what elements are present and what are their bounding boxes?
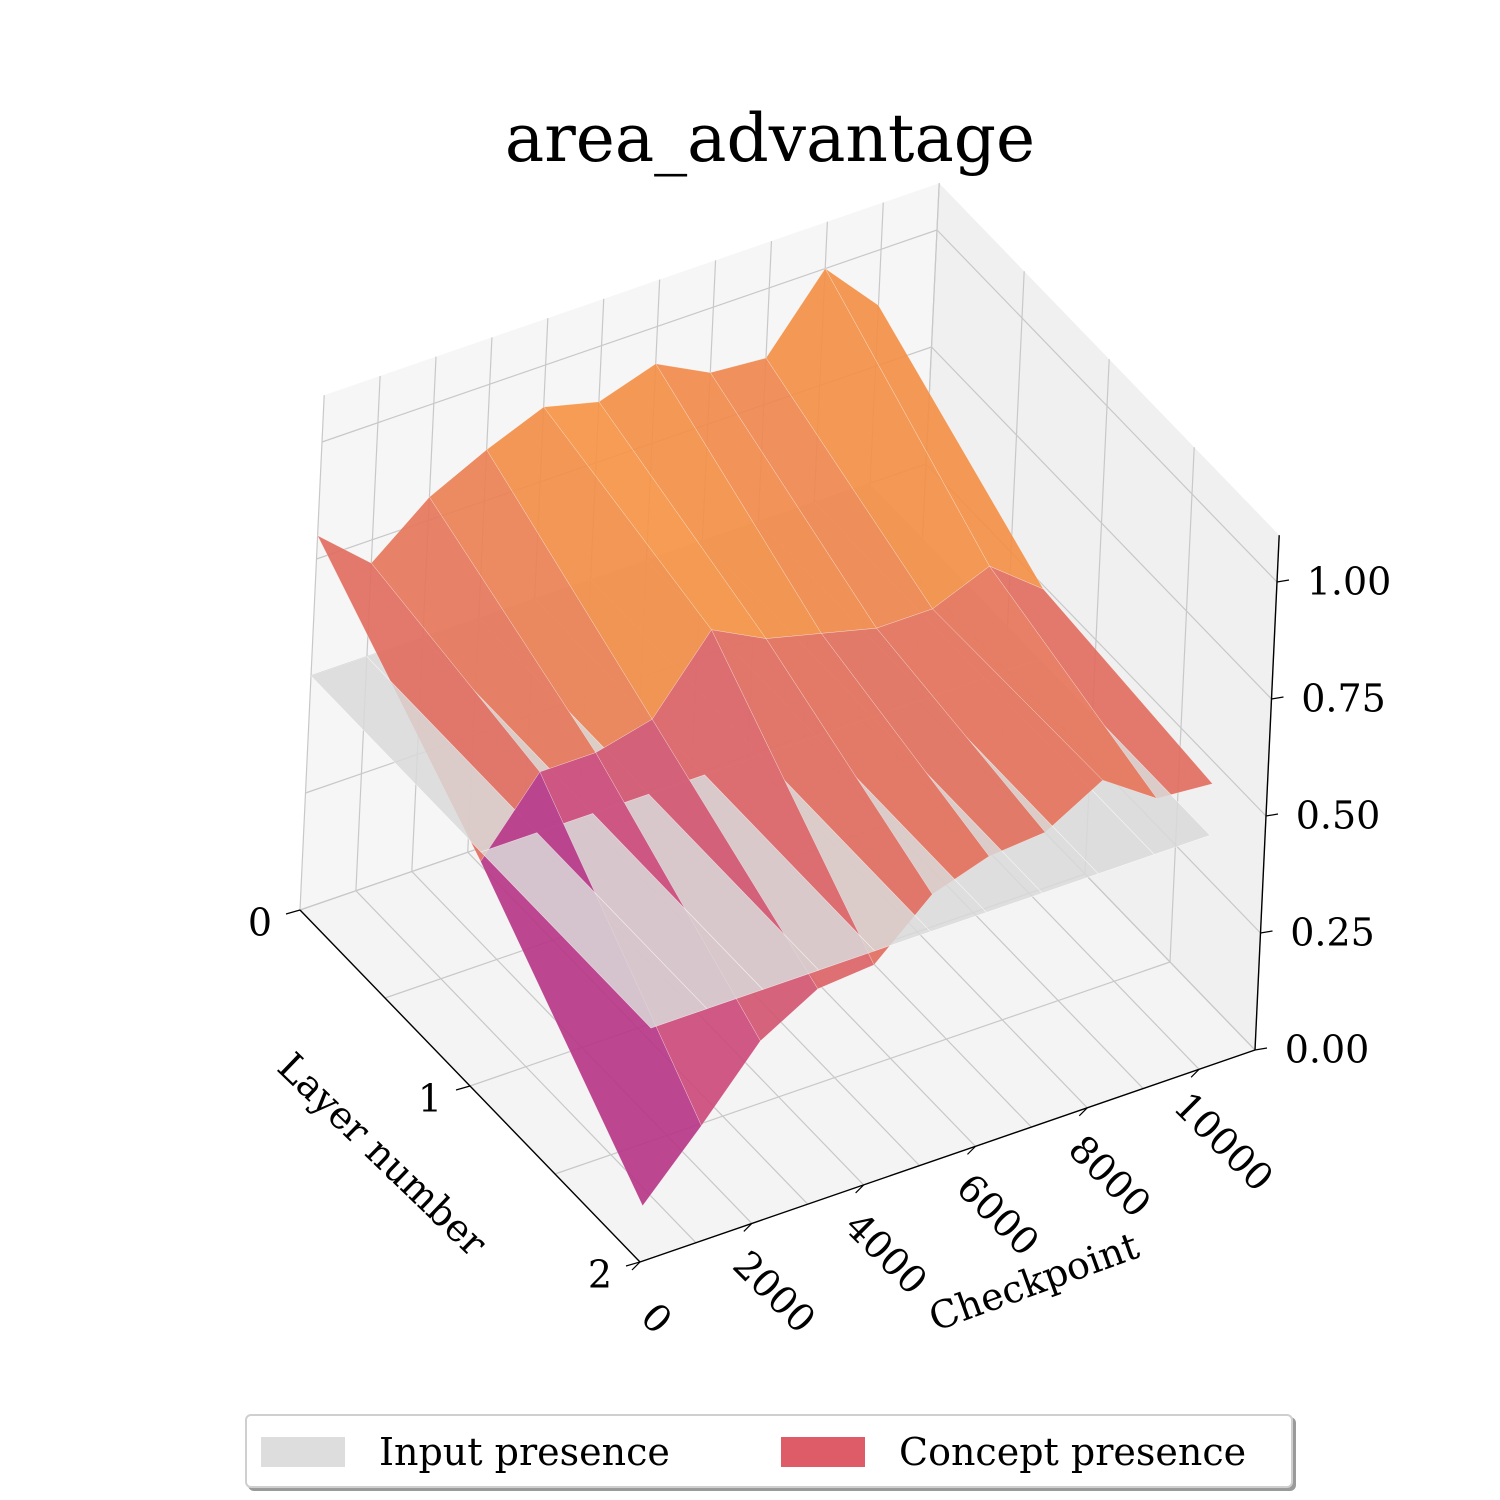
x-tick-mark: [1078, 1107, 1088, 1117]
z-tick-label: 0.25: [1290, 911, 1375, 955]
x-tick-mark: [967, 1145, 976, 1155]
z-tick-mark: [1260, 930, 1273, 934]
y-tick-mark: [625, 1261, 641, 1267]
x-tick-mark: [1190, 1068, 1200, 1078]
x-tick-label: 2000: [725, 1242, 825, 1342]
x-axis-line: [639, 1049, 1256, 1263]
z-tick-label: 0.50: [1296, 794, 1381, 838]
input-presence-face: [480, 832, 708, 1029]
legend-swatch-input: [261, 1437, 345, 1467]
x-tick-label: 8000: [1060, 1127, 1160, 1227]
z-tick-mark: [1254, 1047, 1268, 1051]
legend: Input presence Concept presence: [245, 1414, 1293, 1488]
back-grid-line: [299, 395, 325, 911]
z-tick-mark: [1265, 813, 1279, 817]
y-tick-mark: [285, 909, 301, 915]
x-tick-mark: [743, 1223, 753, 1232]
y-tick-label: 2: [588, 1253, 612, 1297]
x-tick-mark: [631, 1261, 641, 1271]
y-tick-label: 0: [248, 901, 272, 945]
side-grid-line: [936, 229, 1278, 583]
z-axis-line: [1254, 535, 1280, 1051]
side-grid-line: [1169, 447, 1195, 963]
y-tick-mark: [455, 1085, 471, 1091]
y-tick-label: 1: [418, 1077, 442, 1121]
x-tick-label: 6000: [948, 1165, 1048, 1265]
x-tick-label: 4000: [836, 1204, 936, 1304]
surfaces: [310, 268, 1213, 1207]
chart-title: area_advantage: [504, 100, 1036, 177]
legend-swatch-concept: [781, 1437, 865, 1467]
z-tick-mark: [1276, 579, 1290, 583]
x-tick-label: 0: [632, 1294, 680, 1342]
z-tick-label: 0.75: [1301, 677, 1386, 721]
legend-item-concept: Concept presence: [781, 1426, 1246, 1478]
z-tick-label: 1.00: [1307, 560, 1392, 604]
legend-item-input: Input presence: [261, 1426, 670, 1478]
x-tick-mark: [855, 1184, 865, 1194]
legend-label-concept: Concept presence: [899, 1430, 1247, 1474]
x-tick-label: 10000: [1165, 1084, 1282, 1201]
z-tick-mark: [1271, 696, 1284, 700]
back-grid-line: [321, 229, 938, 443]
z-tick-label: 0.00: [1285, 1028, 1370, 1072]
legend-label-input: Input presence: [379, 1430, 670, 1474]
side-grid-line: [931, 346, 1272, 700]
